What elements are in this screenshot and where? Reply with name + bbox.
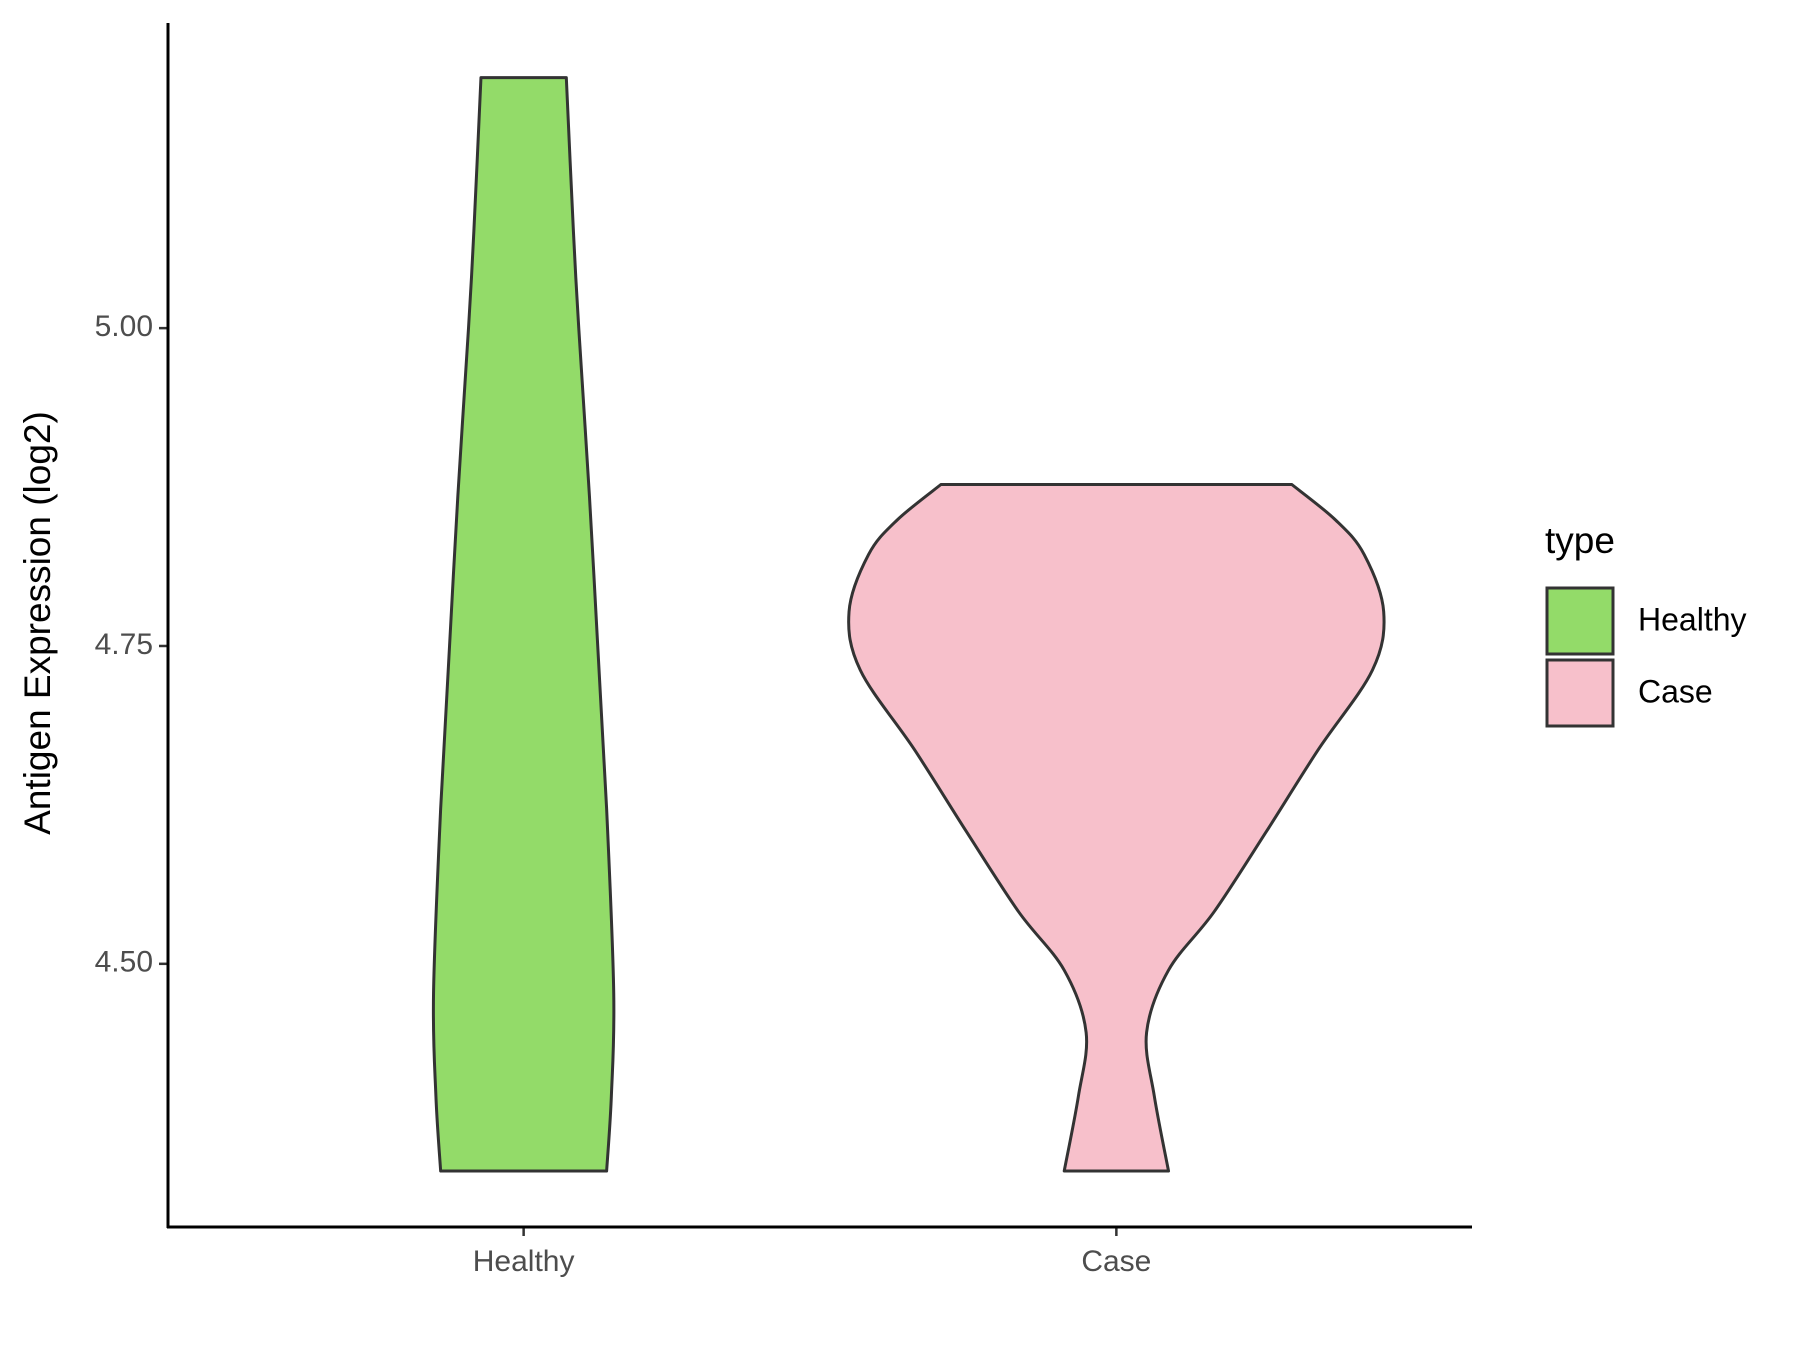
- y-tick-label: 4.50: [95, 946, 153, 979]
- legend-key: [1545, 658, 1615, 728]
- x-tick-label: Case: [1081, 1245, 1151, 1278]
- y-axis-title: Antigen Expression (log2): [17, 411, 58, 835]
- y-tick-label: 4.75: [95, 628, 153, 661]
- x-tick-label: Healthy: [473, 1245, 575, 1278]
- legend-title: type: [1545, 520, 1615, 561]
- legend-key: [1545, 586, 1615, 656]
- legend-label: Case: [1638, 673, 1713, 709]
- y-tick-label: 5.00: [95, 310, 153, 343]
- violin: [847, 483, 1386, 1173]
- violin: [431, 76, 616, 1173]
- legend-label: Healthy: [1638, 601, 1747, 637]
